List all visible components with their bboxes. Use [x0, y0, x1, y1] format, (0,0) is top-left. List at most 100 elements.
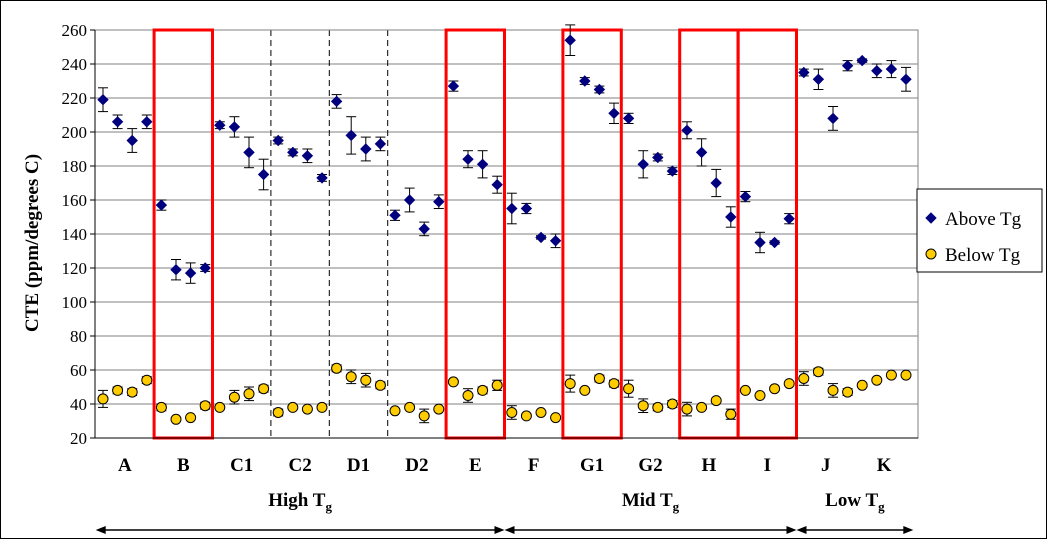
data-point	[608, 107, 620, 120]
data-point	[725, 408, 737, 420]
series-circle	[97, 362, 912, 425]
data-point	[170, 263, 182, 276]
data-point	[462, 153, 474, 165]
series-layer	[97, 24, 912, 425]
category-label: I	[764, 455, 771, 476]
category-label: B	[177, 455, 190, 476]
data-point	[403, 194, 416, 206]
data-point	[885, 369, 897, 381]
data-point	[520, 202, 533, 215]
y-tick-label: 260	[62, 21, 88, 40]
data-point	[360, 143, 372, 155]
category-label: D2	[405, 455, 428, 476]
data-point	[696, 401, 708, 413]
data-point	[783, 212, 795, 225]
y-tick-label: 40	[70, 395, 87, 414]
data-point	[477, 384, 489, 396]
data-point	[769, 383, 781, 395]
data-point	[564, 34, 576, 46]
group-arrow-head	[494, 526, 505, 534]
legend-label: Above Tg	[945, 209, 1022, 230]
data-point	[608, 378, 620, 390]
data-point	[666, 398, 678, 410]
group-label: Mid Tg	[622, 490, 680, 514]
data-point	[798, 373, 810, 384]
data-point	[695, 146, 708, 159]
data-point	[593, 373, 605, 384]
category-label: E	[469, 455, 482, 476]
category-label: C2	[288, 455, 311, 476]
data-point	[228, 391, 240, 403]
data-point	[666, 165, 679, 177]
y-tick-label: 120	[62, 259, 88, 278]
data-point	[331, 362, 343, 374]
data-point	[798, 66, 810, 79]
group-label-subscript: g	[673, 499, 680, 514]
y-tick-label: 60	[70, 361, 87, 380]
category-label: H	[702, 455, 717, 476]
y-axis-ticks: 20 40 60 80 100 120 140 160 180 200 220 240 260	[62, 21, 918, 448]
data-point	[97, 393, 109, 405]
data-point	[389, 405, 401, 417]
category-label: J	[821, 455, 831, 476]
data-point	[827, 384, 839, 396]
data-point	[141, 374, 153, 386]
data-point	[126, 134, 138, 147]
group-arrow-head	[903, 526, 914, 534]
data-point	[710, 395, 722, 407]
data-point	[637, 400, 649, 412]
data-point	[155, 401, 167, 413]
y-tick-label: 160	[62, 191, 88, 210]
data-point	[564, 378, 576, 390]
category-label: G2	[638, 455, 662, 476]
data-point	[652, 151, 664, 164]
data-point	[374, 138, 387, 150]
data-point	[871, 65, 883, 77]
data-point	[652, 401, 664, 413]
data-point	[433, 403, 445, 415]
group-label: High Tg	[268, 490, 332, 514]
data-point	[243, 388, 255, 400]
data-point	[258, 383, 270, 395]
data-point	[97, 93, 109, 106]
data-point	[535, 231, 547, 244]
data-point	[900, 73, 912, 86]
data-point	[900, 369, 912, 381]
y-tick-label: 80	[70, 327, 87, 346]
data-point	[827, 112, 839, 125]
data-point	[739, 190, 752, 203]
data-point	[418, 223, 430, 235]
series-diamond	[97, 24, 912, 284]
category-label: A	[118, 455, 132, 476]
data-point	[374, 379, 386, 391]
data-point	[579, 75, 591, 87]
data-point	[681, 403, 693, 415]
data-point	[243, 146, 255, 159]
data-point	[637, 158, 649, 171]
data-point	[214, 401, 226, 413]
data-point	[579, 384, 591, 396]
data-point	[462, 390, 474, 401]
category-label: D1	[347, 455, 370, 476]
data-point	[345, 371, 357, 383]
data-point	[316, 172, 328, 184]
data-point	[257, 168, 270, 181]
data-point	[170, 413, 182, 425]
data-point	[871, 374, 883, 386]
data-point	[623, 383, 635, 395]
data-point	[126, 386, 138, 398]
data-point	[842, 386, 854, 398]
group-arrow-head	[504, 526, 515, 534]
legend-box	[916, 188, 1043, 273]
data-point	[549, 235, 562, 247]
data-point	[856, 379, 868, 391]
data-point	[535, 407, 547, 418]
data-point	[404, 401, 416, 413]
data-point	[476, 158, 489, 171]
legend-marker	[925, 248, 937, 260]
data-point	[155, 199, 168, 211]
data-point	[491, 379, 503, 391]
data-point	[199, 400, 211, 412]
